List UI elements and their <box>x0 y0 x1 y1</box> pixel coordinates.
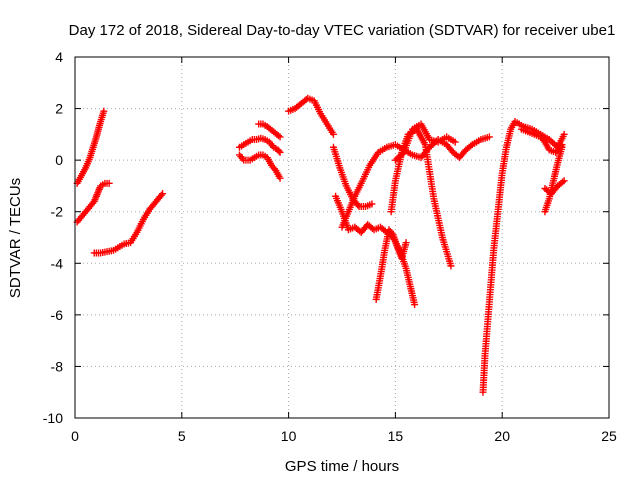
x-tick-label: 25 <box>601 428 617 444</box>
data-point <box>274 132 282 140</box>
data-points <box>73 94 568 396</box>
data-point <box>276 133 284 141</box>
data-point <box>558 143 566 151</box>
data-point <box>105 179 113 187</box>
y-tick-label: -2 <box>51 204 64 220</box>
data-point <box>560 177 568 185</box>
x-axis-label: GPS time / hours <box>285 458 399 475</box>
chart-title: Day 172 of 2018, Sidereal Day-to-day VTE… <box>69 22 616 39</box>
data-point <box>275 147 283 155</box>
data-point <box>354 201 362 209</box>
data-point <box>560 130 568 138</box>
plot-frame <box>74 56 610 419</box>
x-tick-label: 10 <box>281 428 297 444</box>
x-tick-label: 0 <box>71 428 79 444</box>
data-point <box>159 190 167 198</box>
data-point <box>100 107 108 115</box>
y-tick-label: 0 <box>55 152 63 168</box>
data-point <box>467 142 475 150</box>
y-axis-label: SDTVAR / TECUs <box>7 178 24 298</box>
y-tick-label: 4 <box>55 49 63 65</box>
data-point <box>329 130 337 138</box>
data-point <box>485 133 493 141</box>
y-tick-label: -10 <box>43 410 63 426</box>
x-tick-label: 5 <box>178 428 186 444</box>
data-point <box>276 174 284 182</box>
y-tick-label: -4 <box>51 255 64 271</box>
y-axis-ticks: 4 2 0 -2 -4 -6 -8 -10 <box>43 49 609 426</box>
data-point <box>157 191 165 199</box>
y-tick-label: -6 <box>51 307 64 323</box>
data-point <box>559 178 567 186</box>
data-point <box>411 301 419 309</box>
x-tick-label: 15 <box>388 428 404 444</box>
grid <box>75 57 609 418</box>
x-axis-ticks: 0 5 10 15 20 25 <box>71 57 617 444</box>
y-tick-label: -8 <box>51 358 64 374</box>
y-tick-label: 2 <box>55 101 63 117</box>
data-point <box>402 239 410 247</box>
data-point <box>451 138 459 146</box>
data-point <box>447 262 455 270</box>
data-point <box>368 200 376 208</box>
x-tick-label: 20 <box>494 428 510 444</box>
data-point <box>276 148 284 156</box>
